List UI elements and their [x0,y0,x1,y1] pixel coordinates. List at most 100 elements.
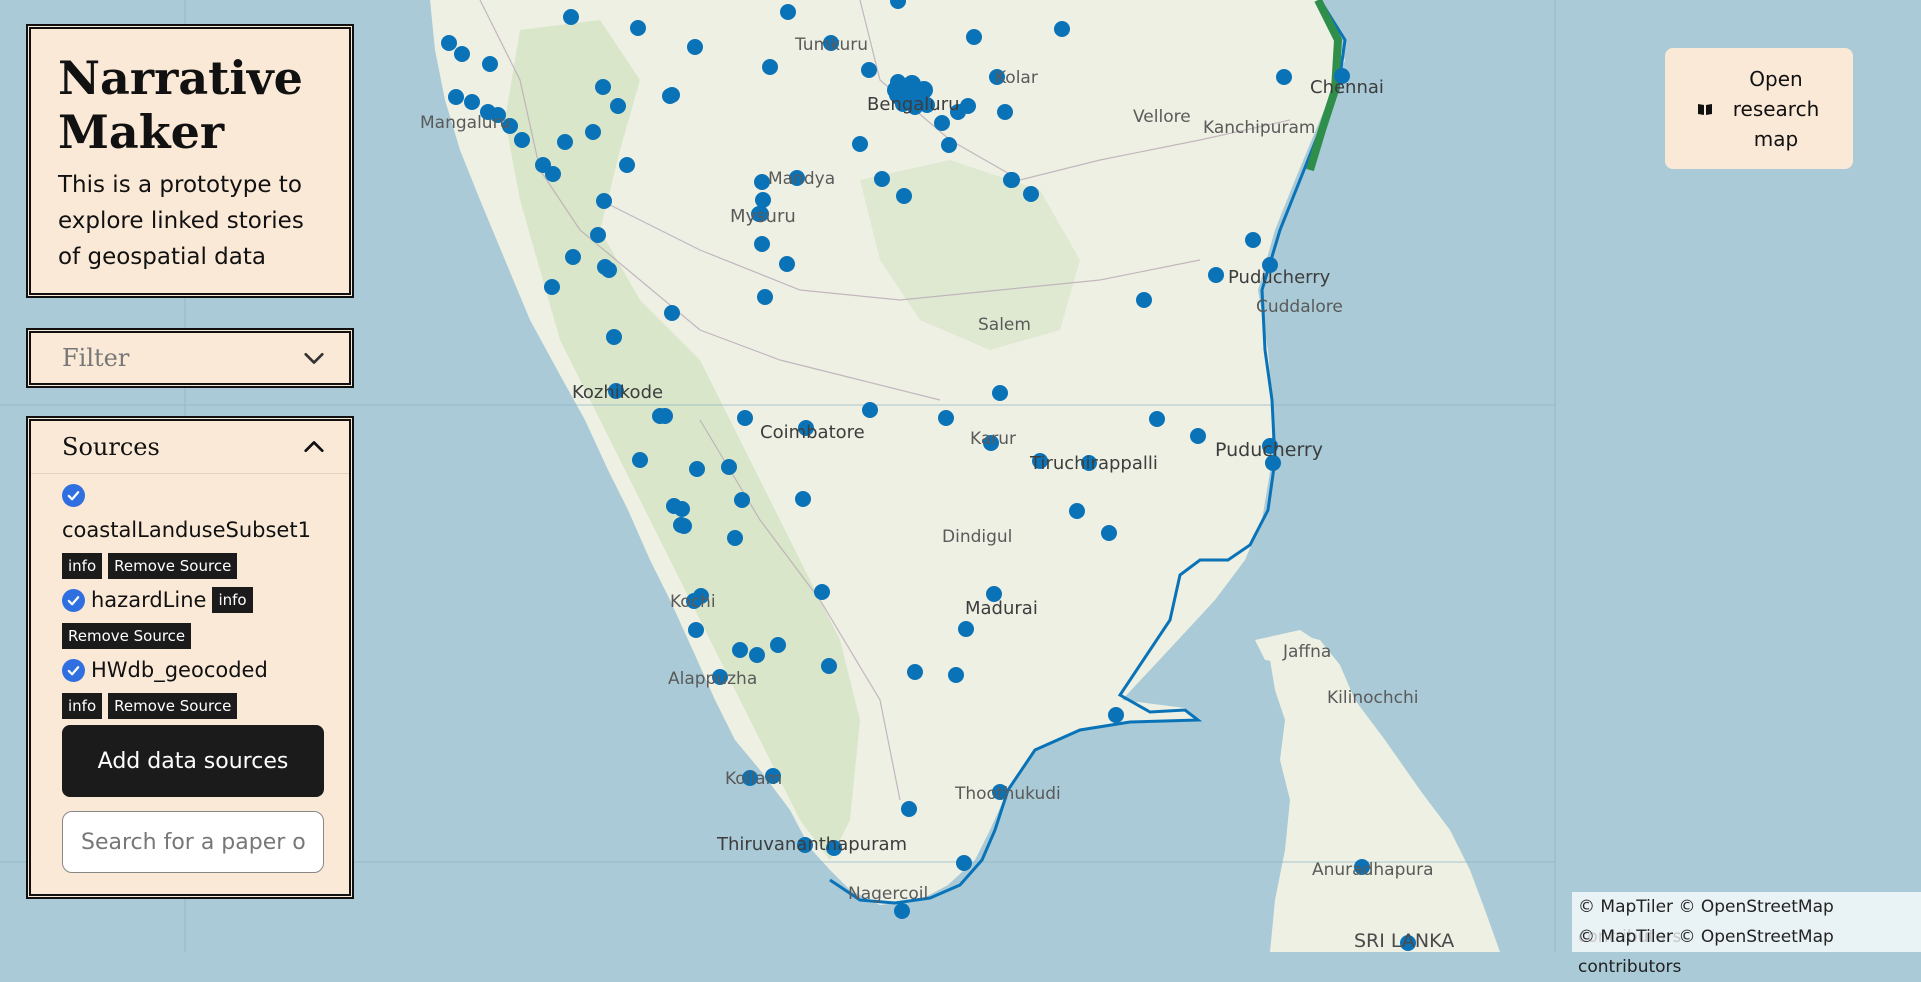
hwdb-point-marker[interactable] [686,593,702,609]
hwdb-point-marker[interactable] [997,104,1013,120]
hwdb-point-marker[interactable] [464,94,480,110]
hwdb-point-marker[interactable] [490,107,506,123]
hwdb-point-marker[interactable] [674,501,690,517]
hwdb-point-marker[interactable] [896,188,912,204]
hwdb-point-marker[interactable] [989,69,1005,85]
hwdb-point-marker[interactable] [482,56,498,72]
hwdb-point-marker[interactable] [770,637,786,653]
hwdb-point-marker[interactable] [966,29,982,45]
hwdb-point-marker[interactable] [894,903,910,919]
hwdb-point-marker[interactable] [852,136,868,152]
hwdb-point-marker[interactable] [608,383,624,399]
hwdb-point-marker[interactable] [960,98,976,114]
hwdb-point-marker[interactable] [610,98,626,114]
hwdb-point-marker[interactable] [448,89,464,105]
hwdb-point-marker[interactable] [441,35,457,51]
map-canvas[interactable]: Tumkuru Kolar Chennai Vellore Kanchipura… [0,0,1921,952]
add-data-sources-button[interactable]: Add data sources [62,725,324,797]
hwdb-point-marker[interactable] [514,132,530,148]
hwdb-point-marker[interactable] [755,192,771,208]
source-checkbox[interactable] [62,484,85,507]
hwdb-point-marker[interactable] [737,410,753,426]
hwdb-point-marker[interactable] [712,669,728,685]
source-checkbox[interactable] [62,658,85,682]
hwdb-point-marker[interactable] [821,658,837,674]
remove-source-button[interactable]: Remove Source [62,623,192,649]
hwdb-point-marker[interactable] [779,256,795,272]
hwdb-point-marker[interactable] [664,305,680,321]
hwdb-point-marker[interactable] [689,461,705,477]
hwdb-point-marker[interactable] [502,118,518,134]
hwdb-point-marker[interactable] [907,664,923,680]
hwdb-point-marker[interactable] [938,410,954,426]
source-info-button[interactable]: info [212,587,253,613]
hwdb-point-marker[interactable] [595,79,611,95]
hwdb-point-marker[interactable] [585,124,601,140]
hwdb-point-marker[interactable] [742,770,758,786]
hwdb-point-marker[interactable] [1081,455,1097,471]
hwdb-point-marker[interactable] [1108,707,1124,723]
hwdb-point-marker[interactable] [823,35,839,51]
remove-source-button[interactable]: Remove Source [108,553,238,579]
hwdb-point-marker[interactable] [1101,525,1117,541]
hwdb-point-marker[interactable] [753,206,769,222]
hwdb-point-marker[interactable] [619,157,635,173]
hwdb-point-marker[interactable] [664,87,680,103]
hwdb-point-marker[interactable] [1032,453,1048,469]
hwdb-point-marker[interactable] [934,115,950,131]
hwdb-point-marker[interactable] [563,9,579,25]
hwdb-point-marker[interactable] [1334,68,1350,84]
source-info-button[interactable]: info [62,693,103,719]
sources-header[interactable]: Sources [31,421,349,474]
source-info-button[interactable]: info [62,553,103,579]
hwdb-point-marker[interactable] [983,435,999,451]
hwdb-point-marker[interactable] [1400,935,1416,951]
hwdb-point-marker[interactable] [901,801,917,817]
hwdb-point-marker[interactable] [754,174,770,190]
hwdb-point-marker[interactable] [1262,257,1278,273]
hwdb-point-marker[interactable] [557,134,573,150]
hwdb-point-marker[interactable] [734,492,750,508]
hwdb-point-marker[interactable] [890,0,906,9]
hwdb-point-marker[interactable] [652,408,668,424]
hwdb-point-marker[interactable] [749,647,765,663]
hwdb-point-marker[interactable] [861,62,877,78]
hwdb-point-marker[interactable] [1245,232,1261,248]
hwdb-point-marker[interactable] [544,279,560,295]
paper-search-input[interactable] [62,811,324,873]
hwdb-point-marker[interactable] [596,193,612,209]
hwdb-point-marker[interactable] [727,530,743,546]
hwdb-point-marker[interactable] [688,622,704,638]
hwdb-point-marker[interactable] [1265,455,1281,471]
hwdb-point-marker[interactable] [606,329,622,345]
hwdb-point-marker[interactable] [1276,69,1292,85]
open-research-map-button[interactable]: Open research map [1665,48,1853,169]
hwdb-point-marker[interactable] [601,262,617,278]
hwdb-point-marker[interactable] [1354,859,1370,875]
hwdb-point-marker[interactable] [1190,428,1206,444]
hwdb-point-marker[interactable] [905,81,923,99]
hwdb-point-marker[interactable] [454,46,470,62]
hwdb-point-marker[interactable] [765,768,781,784]
source-checkbox[interactable] [62,588,85,612]
hwdb-point-marker[interactable] [1069,503,1085,519]
hwdb-point-marker[interactable] [1136,292,1152,308]
hwdb-point-marker[interactable] [986,586,1002,602]
hwdb-point-marker[interactable] [826,840,842,856]
hwdb-point-marker[interactable] [757,289,773,305]
remove-source-button[interactable]: Remove Source [108,693,238,719]
hwdb-point-marker[interactable] [1149,411,1165,427]
hwdb-point-marker[interactable] [941,137,957,153]
hwdb-point-marker[interactable] [632,452,648,468]
hwdb-point-marker[interactable] [862,402,878,418]
hwdb-point-marker[interactable] [630,20,646,36]
hwdb-point-marker[interactable] [721,459,737,475]
hwdb-point-marker[interactable] [754,236,770,252]
hwdb-point-marker[interactable] [1208,267,1224,283]
hwdb-point-marker[interactable] [795,491,811,507]
hwdb-point-marker[interactable] [874,171,890,187]
hwdb-point-marker[interactable] [956,855,972,871]
hwdb-point-marker[interactable] [1054,21,1070,37]
hwdb-point-marker[interactable] [958,621,974,637]
hwdb-point-marker[interactable] [948,667,964,683]
